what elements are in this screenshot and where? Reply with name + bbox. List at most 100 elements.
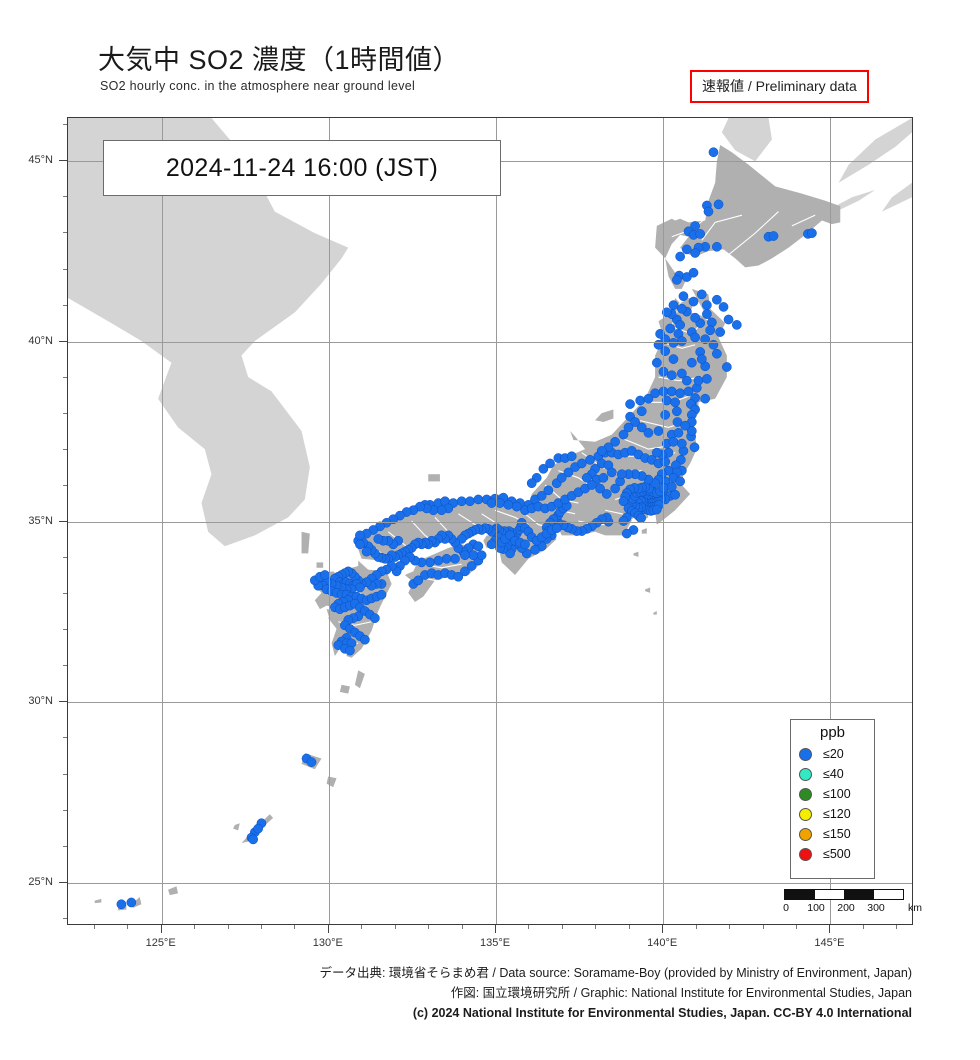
x-axis-minor-tick	[695, 925, 697, 929]
y-axis-major-tick	[59, 701, 67, 703]
y-axis-minor-tick	[63, 773, 67, 775]
gridline	[663, 118, 665, 924]
station-point	[696, 289, 707, 300]
x-axis-minor-tick	[762, 925, 764, 929]
prefecture-border	[791, 214, 816, 227]
y-axis-minor-tick	[63, 196, 67, 198]
station-point	[678, 291, 689, 301]
station-point	[660, 346, 671, 356]
station-point	[601, 489, 612, 499]
station-point	[253, 823, 263, 834]
x-axis-label: 135°E	[479, 937, 511, 949]
station-point	[807, 228, 817, 238]
station-point	[653, 426, 664, 436]
x-axis-minor-tick	[595, 925, 597, 929]
landmass-shape	[428, 474, 440, 482]
landmass-shape	[68, 118, 349, 547]
station-point	[688, 296, 699, 307]
legend-item-label: ≤40	[823, 767, 844, 781]
x-axis-minor-tick	[561, 925, 563, 929]
scale-bar-tick-label: 200	[837, 902, 855, 914]
station-point	[345, 645, 355, 656]
legend-item-label: ≤150	[823, 827, 851, 841]
gridline	[161, 118, 163, 924]
station-point	[712, 294, 722, 305]
legend-item: ≤20	[791, 744, 874, 764]
station-point	[713, 199, 724, 210]
station-point	[376, 589, 387, 600]
x-axis-label: 130°E	[312, 937, 343, 949]
station-point	[700, 334, 711, 345]
station-point	[623, 422, 634, 433]
station-point	[666, 370, 677, 381]
station-point	[460, 566, 470, 577]
station-point	[625, 399, 635, 409]
legend-box: ppb ≤20 ≤40 ≤100 ≤120 ≤150 ≤500	[790, 719, 875, 879]
x-axis-label: 140°E	[647, 937, 678, 949]
station-point	[702, 374, 712, 384]
y-axis-label: 35°N	[28, 515, 53, 527]
scale-bar-segments	[784, 889, 904, 900]
station-point	[360, 634, 370, 645]
station-point	[355, 530, 365, 541]
prefecture-border	[701, 214, 743, 241]
y-axis-label: 45°N	[28, 154, 53, 167]
x-axis-minor-tick	[361, 925, 363, 929]
y-axis-major-tick	[59, 340, 67, 342]
station-point	[551, 523, 562, 534]
landmass-shape	[301, 531, 310, 554]
station-point	[636, 406, 647, 417]
station-point	[556, 472, 567, 483]
legend-item: ≤150	[791, 824, 874, 844]
station-point	[651, 504, 662, 515]
x-axis-major-tick	[495, 925, 497, 933]
scale-bar-segment	[873, 890, 903, 899]
station-point	[690, 312, 700, 323]
station-point	[670, 489, 680, 500]
station-point	[712, 348, 722, 359]
y-axis-major-tick	[59, 521, 67, 522]
gridline	[830, 118, 832, 924]
y-axis-label: 40°N	[28, 334, 53, 347]
station-point	[686, 426, 697, 436]
station-point	[116, 899, 127, 910]
station-point	[563, 467, 574, 478]
scale-bar-labels: km 0 100 200 300	[783, 902, 922, 916]
y-axis-major-tick	[59, 160, 67, 162]
legend-item-label: ≤20	[823, 747, 844, 761]
station-point	[361, 546, 372, 557]
legend-swatch-icon	[799, 807, 812, 821]
x-axis-minor-tick	[729, 925, 731, 929]
scale-bar-tick-label: 100	[807, 902, 825, 914]
x-axis-major-tick	[327, 925, 329, 933]
station-point	[681, 375, 692, 386]
timestamp-box: 2024-11-24 16:00 (JST)	[103, 140, 501, 196]
station-point	[723, 314, 734, 325]
landmass-shape	[645, 587, 651, 593]
scale-bar-tick-label: 300	[867, 902, 885, 914]
station-point	[616, 469, 627, 480]
station-point	[643, 427, 654, 438]
station-point	[373, 534, 384, 544]
landmass-shape	[655, 145, 841, 289]
x-axis-major-tick	[662, 925, 664, 933]
gridline	[68, 702, 912, 704]
scale-bar-segment	[814, 890, 844, 899]
gridline	[68, 522, 912, 523]
station-point	[576, 458, 587, 469]
legend-rows: ≤20 ≤40 ≤100 ≤120 ≤150 ≤500	[791, 744, 874, 864]
scale-bar-segment	[785, 890, 815, 899]
station-point	[248, 834, 258, 845]
station-point	[665, 323, 676, 334]
footer-copyright: (c) 2024 National Institute for Environm…	[412, 1006, 912, 1020]
gridline	[496, 118, 498, 924]
legend-swatch-icon	[799, 847, 812, 861]
station-point	[566, 451, 577, 462]
station-point	[610, 436, 620, 447]
station-point	[536, 491, 547, 501]
axis-layer: 125°E 130°E 135°E 140°E 145°E 25°N 30°N 35°N 40°…	[28, 117, 913, 949]
y-axis-minor-tick	[63, 557, 67, 559]
x-axis-minor-tick	[260, 925, 262, 929]
station-point	[683, 386, 694, 397]
